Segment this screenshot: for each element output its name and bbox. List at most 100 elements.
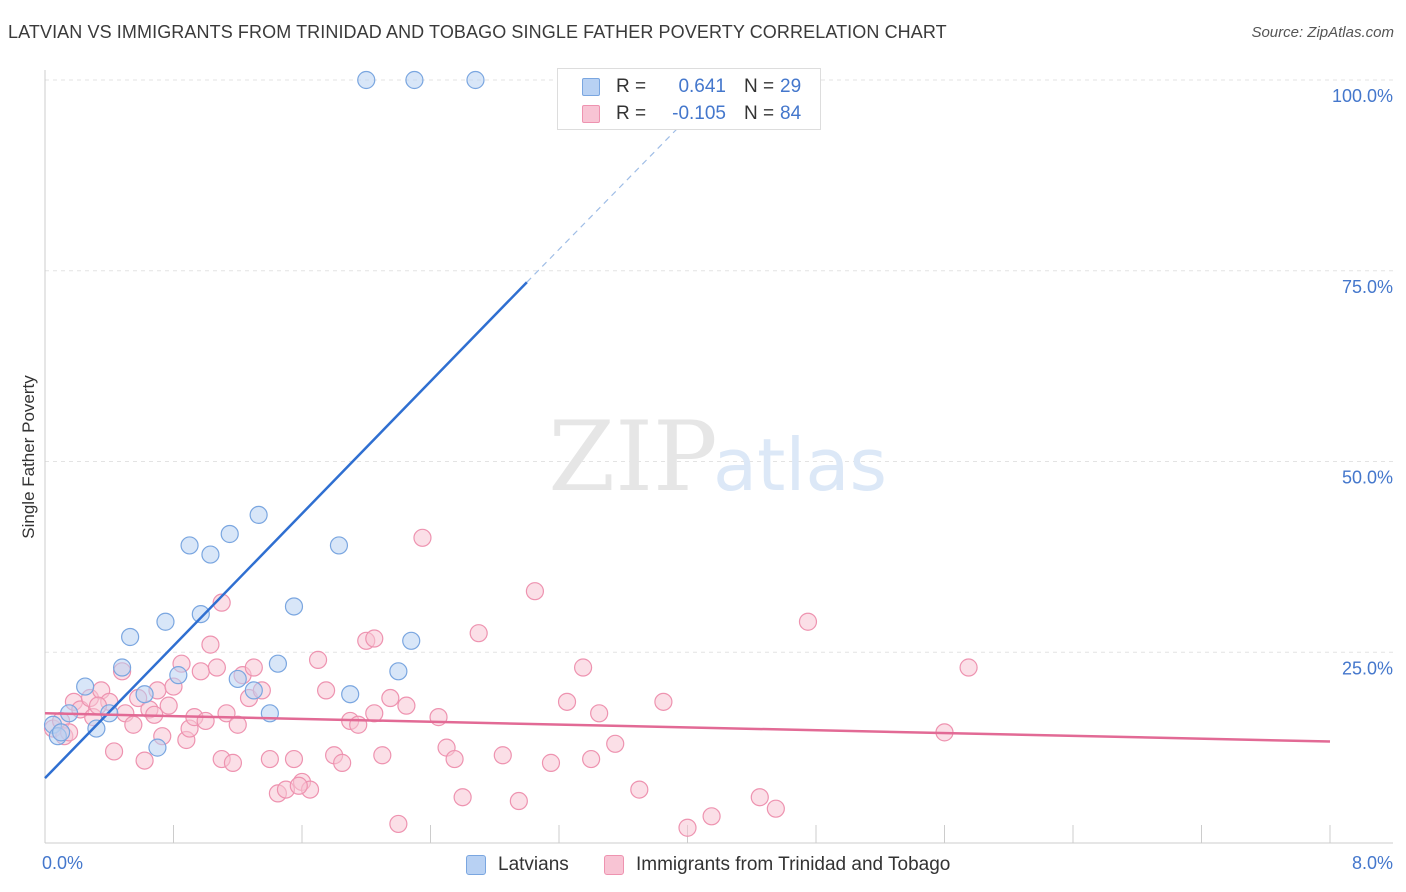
data-point (590, 704, 609, 723)
data-point (357, 70, 376, 90)
legend-swatch-trinidad (582, 105, 600, 123)
data-point (405, 70, 424, 90)
trend-line-latvians-extension (526, 117, 688, 283)
y-axis-label: Single Father Poverty (19, 375, 38, 539)
data-point (196, 711, 215, 731)
data-point (541, 753, 561, 772)
x-tick-labels: 0.0% 8.0% (42, 853, 1393, 873)
correlation-legend: R = 0.641 N = 29 R = -0.105 N = 84 (557, 68, 821, 130)
trend-line-trinidad (44, 712, 1331, 743)
legend-n-label: N = (744, 76, 775, 97)
data-point (329, 536, 349, 555)
data-point (201, 635, 220, 654)
chart-source: Source: ZipAtlas.com (1251, 24, 1394, 41)
data-point (112, 658, 132, 677)
data-point (180, 536, 199, 555)
gridlines (45, 79, 1393, 653)
data-point (191, 604, 210, 624)
legend-n-value: 84 (780, 103, 802, 124)
legend-row-latvians: R = 0.641 N = 29 (582, 75, 801, 99)
series-trinidad-tobago (43, 528, 978, 837)
data-point (260, 749, 279, 769)
data-point (289, 776, 308, 795)
data-point (349, 715, 368, 734)
data-point (365, 704, 384, 723)
series-legend-latvians: Latvians (466, 852, 569, 878)
data-point (135, 685, 154, 704)
data-point (104, 742, 124, 761)
data-point (284, 597, 304, 616)
x-tick-label-min: 0.0% (42, 853, 83, 873)
legend-n-value: 29 (780, 76, 802, 97)
y-tick-label: 75.0% (1342, 277, 1393, 297)
data-point (381, 688, 400, 708)
data-point (191, 662, 210, 681)
watermark-atlas: atlas (713, 423, 887, 507)
data-point (389, 662, 408, 681)
legend-swatch-latvians (582, 78, 600, 96)
data-point (402, 631, 421, 650)
series-latvians (43, 70, 485, 757)
data-point (244, 658, 263, 677)
data-point (959, 658, 978, 677)
data-point (249, 505, 268, 525)
data-point (453, 788, 472, 807)
data-point (654, 692, 673, 711)
data-point (124, 715, 143, 734)
data-point (678, 818, 697, 837)
y-tick-labels: 25.0% 50.0% 75.0% 100.0% (1332, 86, 1393, 678)
data-point (212, 593, 231, 612)
data-point (798, 612, 818, 631)
data-point (159, 696, 178, 715)
legend-r-value: -0.105 (672, 103, 726, 124)
data-point (121, 627, 140, 647)
chart-title: LATVIAN VS IMMIGRANTS FROM TRINIDAD AND … (8, 22, 947, 42)
legend-r-label: R = (616, 103, 647, 124)
legend-n-label: N = (744, 103, 775, 124)
data-point (766, 799, 785, 818)
data-point (333, 753, 352, 772)
data-point (87, 719, 106, 738)
data-point (228, 715, 247, 734)
data-point (148, 738, 167, 757)
legend-r-label: R = (616, 76, 647, 97)
series-legend-swatch-latvians (466, 855, 486, 875)
data-point (557, 692, 577, 711)
data-point (469, 624, 488, 643)
trend-lines (44, 117, 1331, 780)
data-point (750, 788, 769, 807)
data-point (466, 70, 485, 90)
data-point (308, 650, 328, 669)
data-point (365, 629, 384, 648)
trend-line-latvians (44, 281, 528, 780)
data-point (201, 545, 220, 564)
data-point (316, 681, 336, 700)
data-point (413, 528, 432, 547)
data-point (509, 791, 528, 811)
y-tick-label: 50.0% (1342, 468, 1393, 488)
legend-row-trinidad: R = -0.105 N = 84 (582, 102, 801, 126)
watermark-zip: ZIP (548, 401, 717, 513)
data-point (445, 749, 464, 769)
data-point (169, 666, 188, 685)
data-point (207, 658, 226, 677)
watermark: ZIP atlas (548, 401, 887, 513)
data-point (606, 734, 625, 753)
x-tick-label-max: 8.0% (1352, 853, 1393, 873)
data-point (630, 780, 649, 799)
data-point (228, 669, 247, 689)
data-point (493, 746, 512, 765)
series-legend-label: Latvians (498, 854, 569, 875)
data-point (525, 582, 545, 601)
data-point (582, 749, 601, 769)
data-point (341, 685, 360, 704)
data-point (244, 681, 263, 700)
data-point (223, 753, 243, 772)
legend-r-value: 0.641 (678, 76, 726, 97)
series-legend-trinidad: Immigrants from Trinidad and Tobago (604, 852, 950, 878)
data-point (284, 749, 304, 769)
data-point (389, 814, 408, 834)
data-point (702, 807, 721, 826)
data-point (135, 751, 154, 770)
